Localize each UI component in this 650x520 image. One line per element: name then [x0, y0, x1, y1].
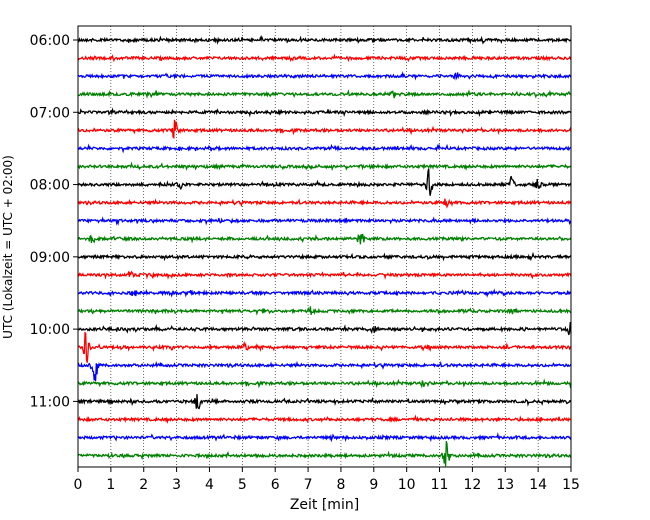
x-tick-label: 14: [529, 477, 547, 493]
y-tick-label: 08:00: [30, 178, 70, 194]
trace-0645: [77, 89, 572, 99]
trace-0615: [77, 53, 572, 63]
trace-0800: [77, 168, 572, 196]
y-tick-label: 10:00: [30, 322, 70, 338]
y-tick-label: 07:00: [30, 105, 70, 121]
trace-0715: [77, 119, 572, 139]
plot-frame: [77, 25, 572, 468]
trace-1015: [77, 331, 572, 363]
x-tick-label: 5: [238, 477, 247, 493]
trace-1000: [77, 321, 572, 336]
y-axis-ticks: 06:00 07:00 08:00 09:00 10:00 11:00: [30, 33, 78, 410]
x-tick-label: 2: [139, 477, 148, 493]
trace-1045: [77, 378, 572, 389]
x-tick-label: 1: [106, 477, 115, 493]
trace-1145: [77, 441, 572, 467]
y-axis-label: UTC (Lokalzeit = UTC + 02:00): [1, 155, 15, 339]
x-axis-label: Zeit [min]: [290, 497, 359, 513]
x-tick-label: 13: [496, 477, 514, 493]
trace-0745: [77, 161, 572, 171]
trace-0815: [78, 198, 572, 209]
x-tick-label: 3: [172, 477, 181, 493]
trace-0600: [77, 34, 572, 45]
trace-0830: [77, 216, 572, 226]
x-tick-label: 15: [562, 477, 580, 493]
x-tick-label: 0: [74, 477, 83, 493]
trace-1115: [77, 414, 572, 425]
x-tick-label: 10: [398, 477, 416, 493]
x-tick-label: 8: [336, 477, 345, 493]
x-tick-label: 12: [463, 477, 481, 493]
x-tick-label: 9: [369, 477, 378, 493]
trace-1130: [77, 432, 572, 443]
trace-0630: [78, 71, 572, 81]
trace-0700: [77, 107, 572, 118]
x-tick-label: 11: [431, 477, 449, 493]
trace-1100: [77, 394, 572, 410]
trace-0730: [77, 143, 572, 154]
trace-0900: [77, 251, 572, 262]
x-tick-label: 6: [271, 477, 280, 493]
x-tick-label: 7: [304, 477, 313, 493]
trace-0915: [77, 270, 572, 280]
x-axis-ticks: 0 1 2 3 4 5 6 7 8 9 10 11 12 13 14 15: [74, 467, 580, 493]
trace-0930: [77, 288, 572, 298]
x-tick-label: 4: [205, 477, 214, 493]
y-tick-label: 09:00: [30, 250, 70, 266]
trace-0945: [77, 306, 572, 316]
seismic-traces: [77, 34, 572, 467]
trace-1030: [77, 360, 572, 382]
trace-0845: [77, 233, 572, 245]
y-tick-label: 06:00: [30, 33, 70, 49]
y-tick-label: 11:00: [30, 394, 70, 410]
